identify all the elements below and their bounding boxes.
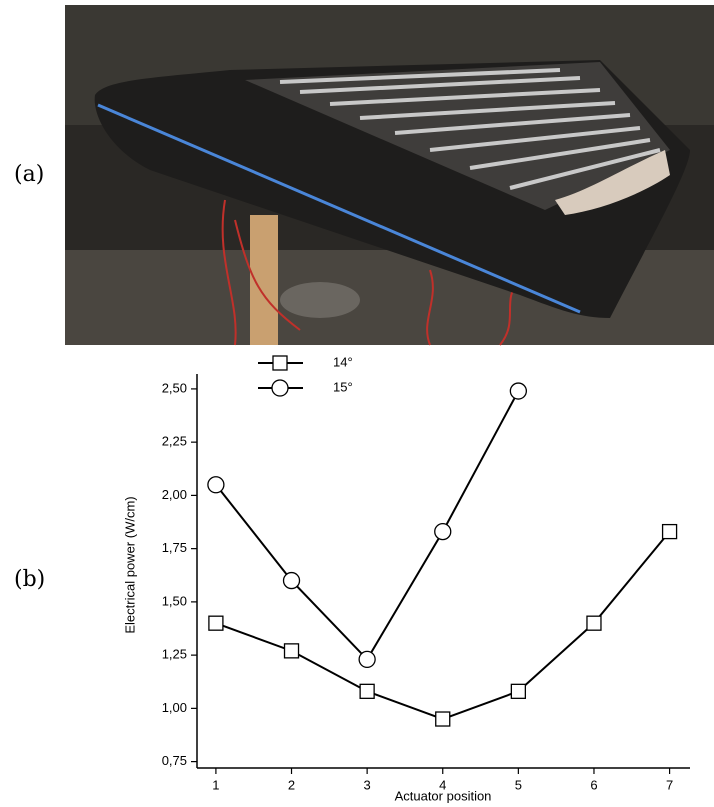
data-point: [661, 523, 678, 540]
legend-marker: [271, 379, 289, 397]
legend-label: 14°: [333, 354, 353, 369]
data-point: [434, 522, 452, 541]
y-tick-label: 1,25: [162, 647, 187, 662]
data-point: [358, 650, 376, 669]
y-tick-label: 1,00: [162, 700, 187, 715]
photo: [65, 5, 714, 346]
y-tick-label: 1,50: [162, 593, 187, 608]
x-axis-label: Actuator position: [395, 788, 492, 803]
panel-label: (b): [14, 567, 45, 592]
x-tick-label: 4: [439, 777, 446, 792]
panel-label: (a): [14, 162, 44, 187]
data-point: [586, 615, 602, 631]
x-tick-label: 2: [288, 777, 295, 792]
x-tick-label: 6: [590, 777, 597, 792]
y-tick-label: 2,25: [162, 434, 187, 449]
legend-label: 15°: [333, 379, 353, 394]
y-axis-label: Electrical power (W/cm): [122, 496, 137, 633]
data-point: [207, 476, 225, 494]
y-tick-label: 2,50: [162, 380, 187, 395]
x-tick-label: 5: [515, 777, 522, 792]
data-point: [359, 683, 375, 699]
data-point: [282, 571, 301, 590]
x-tick-label: 7: [666, 777, 673, 792]
legend-marker: [272, 355, 288, 371]
y-tick-label: 1,75: [162, 540, 187, 555]
series-line: [215, 390, 520, 662]
data-point: [510, 683, 527, 699]
x-tick-label: 1: [212, 777, 219, 792]
data-point: [283, 643, 300, 659]
x-tick-label: 3: [364, 777, 371, 792]
data-point: [208, 615, 224, 631]
data-point: [509, 382, 528, 400]
data-point: [435, 711, 451, 727]
y-tick-label: 2,00: [162, 487, 187, 502]
y-tick-label: 0,75: [162, 753, 187, 768]
